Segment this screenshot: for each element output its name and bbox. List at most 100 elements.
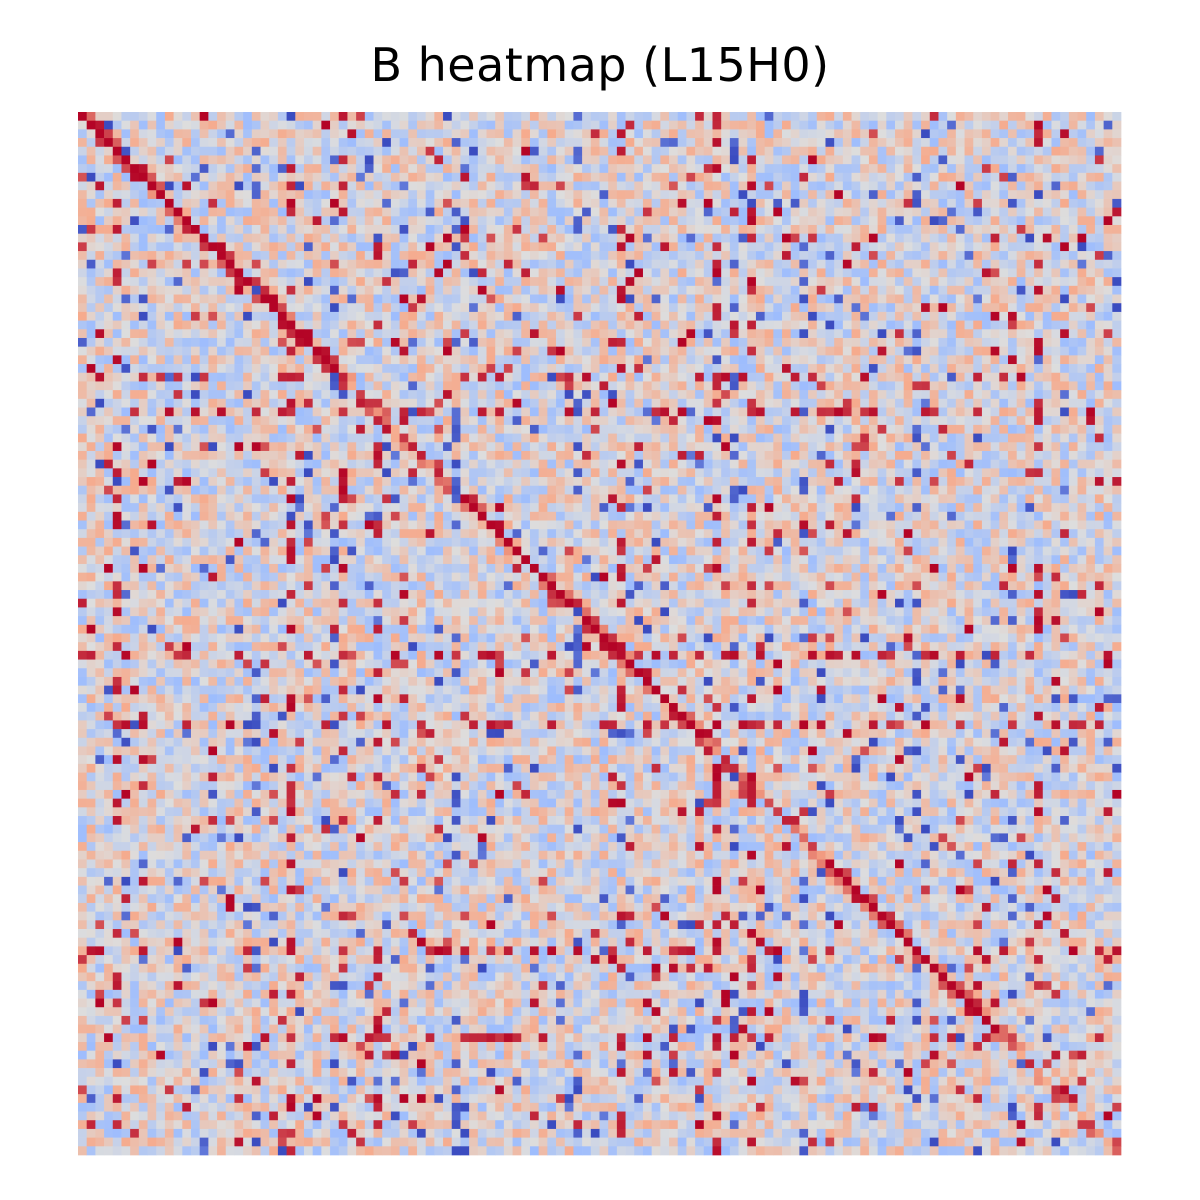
heatmap-cell (1042, 311, 1052, 321)
heatmap-cell (416, 198, 427, 208)
heatmap-cell (251, 172, 261, 182)
heatmap-cell (347, 224, 357, 235)
heatmap-cell (669, 207, 679, 217)
heatmap-cell (816, 433, 826, 443)
heatmap-cell (182, 129, 192, 139)
heatmap-cell (1077, 259, 1087, 269)
heatmap-cell (799, 337, 809, 348)
heatmap-cell (547, 172, 557, 182)
heatmap-cell (964, 233, 974, 243)
heatmap-cell (286, 198, 296, 208)
heatmap-cell (608, 294, 618, 304)
heatmap-cell (190, 407, 201, 417)
heatmap-cell (947, 337, 957, 348)
heatmap-cell (556, 120, 566, 130)
heatmap-cell (712, 207, 722, 217)
heatmap-cell (225, 277, 235, 287)
heatmap-cell (1077, 355, 1087, 365)
heatmap-cell (312, 468, 322, 478)
heatmap-cell (842, 242, 852, 252)
heatmap-cell (564, 450, 574, 461)
heatmap-cell (912, 372, 922, 382)
heatmap-cell (981, 398, 991, 408)
heatmap-cell (990, 207, 1000, 217)
heatmap-cell (251, 416, 261, 426)
heatmap-cell (912, 146, 922, 156)
heatmap-cell (947, 198, 957, 208)
heatmap-cell (95, 390, 105, 400)
heatmap-cell (208, 450, 218, 461)
heatmap-cell (973, 216, 983, 226)
heatmap-cell (173, 459, 183, 469)
heatmap-cell (251, 129, 261, 139)
heatmap-cell (147, 146, 157, 156)
heatmap-cell (808, 146, 818, 156)
heatmap-cell (625, 459, 635, 469)
heatmap-cell (112, 398, 122, 408)
heatmap-cell (1016, 433, 1026, 443)
heatmap-cell (669, 468, 679, 478)
heatmap-cell (712, 433, 722, 443)
heatmap-cell (886, 442, 896, 452)
heatmap-cell (1042, 259, 1052, 269)
heatmap-cell (973, 138, 983, 148)
heatmap-cell (634, 120, 644, 130)
heatmap-cell (295, 398, 305, 408)
heatmap-cell (295, 416, 305, 426)
heatmap-cell (303, 242, 314, 252)
heatmap-cell (460, 146, 470, 156)
heatmap-cell (921, 372, 931, 382)
heatmap-cell (677, 190, 687, 200)
heatmap-cell (486, 337, 496, 348)
heatmap-cell (669, 450, 679, 461)
heatmap-cell (330, 198, 340, 208)
heatmap-cell (677, 251, 687, 261)
heatmap-cell (860, 251, 870, 261)
heatmap-cell (1034, 242, 1044, 252)
heatmap-cell (399, 442, 409, 452)
heatmap-cell (451, 329, 461, 339)
heatmap-cell (990, 329, 1000, 339)
heatmap-cell (651, 329, 661, 339)
heatmap-cell (825, 346, 835, 356)
heatmap-cell (669, 442, 679, 452)
heatmap-cell (808, 442, 818, 452)
heatmap-cell (495, 285, 505, 295)
heatmap-cell (460, 329, 470, 339)
heatmap-cell (356, 468, 366, 478)
heatmap-cell (729, 129, 739, 139)
heatmap-cell (521, 224, 531, 235)
heatmap-cell (529, 320, 540, 330)
heatmap-cell (382, 198, 392, 208)
heatmap-cell (755, 459, 765, 469)
heatmap-cell (217, 268, 227, 278)
heatmap-cell (582, 346, 592, 356)
heatmap-cell (1094, 224, 1104, 235)
heatmap-cell (390, 242, 400, 252)
heatmap-cell (477, 311, 487, 321)
heatmap-cell (408, 129, 418, 139)
heatmap-cell (512, 398, 522, 408)
heatmap-cell (408, 364, 418, 374)
heatmap-cell (199, 442, 209, 452)
heatmap-cell (112, 233, 122, 243)
heatmap-cell (399, 233, 409, 243)
heatmap-cell (790, 207, 800, 217)
heatmap-cell (895, 120, 905, 130)
heatmap-cell (825, 259, 835, 269)
heatmap-cell (225, 233, 235, 243)
heatmap-cell (912, 138, 922, 148)
heatmap-cell (529, 424, 540, 434)
heatmap-cell (747, 268, 757, 278)
heatmap-cell (929, 329, 939, 339)
heatmap-cell (929, 198, 939, 208)
heatmap-cell (521, 459, 531, 469)
heatmap-cell (886, 337, 896, 348)
heatmap-cell (1077, 424, 1087, 434)
heatmap-cell (755, 424, 765, 434)
heatmap-cell (243, 146, 253, 156)
heatmap-cell (130, 450, 140, 461)
heatmap-cell (495, 242, 505, 252)
heatmap-cell (303, 468, 314, 478)
heatmap-cell (529, 138, 540, 148)
